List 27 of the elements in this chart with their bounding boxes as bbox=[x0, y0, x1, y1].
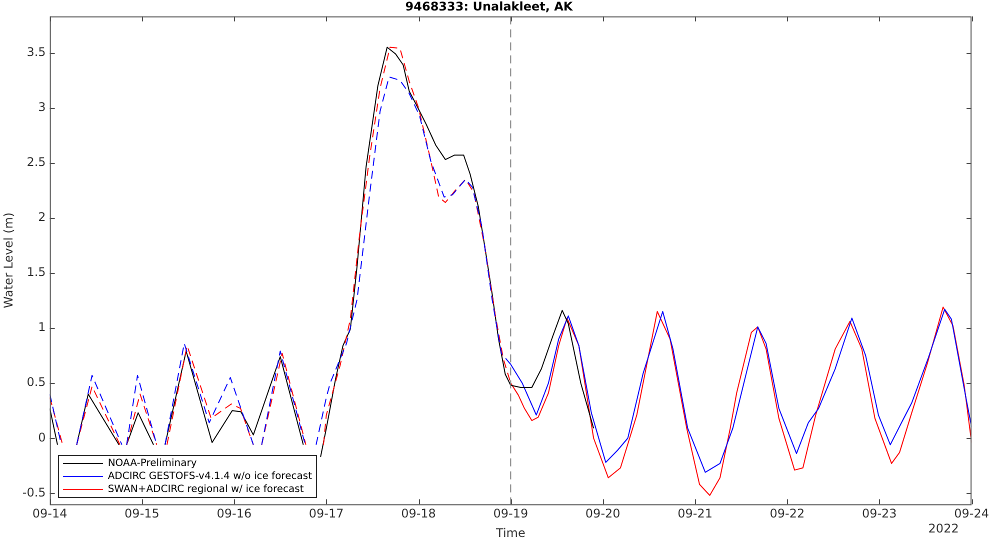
x-tick-label: 09-21 bbox=[678, 506, 712, 521]
legend-label: ADCIRC GESTOFS-v4.1.4 w/o ice forecast bbox=[108, 471, 312, 482]
y-tick-label: 0.5 bbox=[26, 375, 46, 390]
legend-label: SWAN+ADCIRC regional w/ ice forecast bbox=[108, 484, 304, 496]
x-axis-title: Time bbox=[495, 526, 526, 540]
y-tick-label: 3.5 bbox=[26, 44, 46, 59]
x-tick-label: 09-22 bbox=[770, 506, 805, 521]
x-tick-label: 09-18 bbox=[401, 506, 436, 521]
x-tick-label: 09-23 bbox=[862, 506, 897, 521]
y-tick-label: 1.5 bbox=[26, 265, 46, 280]
chart-title: 9468333: Unalakleet, AK bbox=[405, 0, 574, 14]
y-tick-label: 2 bbox=[38, 210, 46, 224]
x-tick-label: 09-24 bbox=[954, 506, 990, 521]
x-tick-label: 09-20 bbox=[585, 506, 620, 521]
x-tick-label: 09-16 bbox=[216, 506, 252, 521]
legend-label: NOAA-Preliminary bbox=[108, 458, 197, 470]
x-tick-label: 09-19 bbox=[493, 506, 528, 521]
y-tick-label: 1 bbox=[38, 320, 46, 334]
y-tick-label: -0.5 bbox=[22, 485, 46, 500]
y-tick-label: 2.5 bbox=[26, 154, 46, 169]
y-tick-label: 0 bbox=[38, 430, 46, 444]
x-tick-label: 09-14 bbox=[32, 506, 68, 521]
x-tick-label: 09-17 bbox=[308, 506, 344, 521]
x-tick-label: 09-15 bbox=[124, 506, 160, 521]
y-tick-label: 3 bbox=[38, 100, 46, 114]
y-axis-title: Water Level (m) bbox=[1, 212, 16, 308]
text: 2022 bbox=[928, 521, 959, 536]
